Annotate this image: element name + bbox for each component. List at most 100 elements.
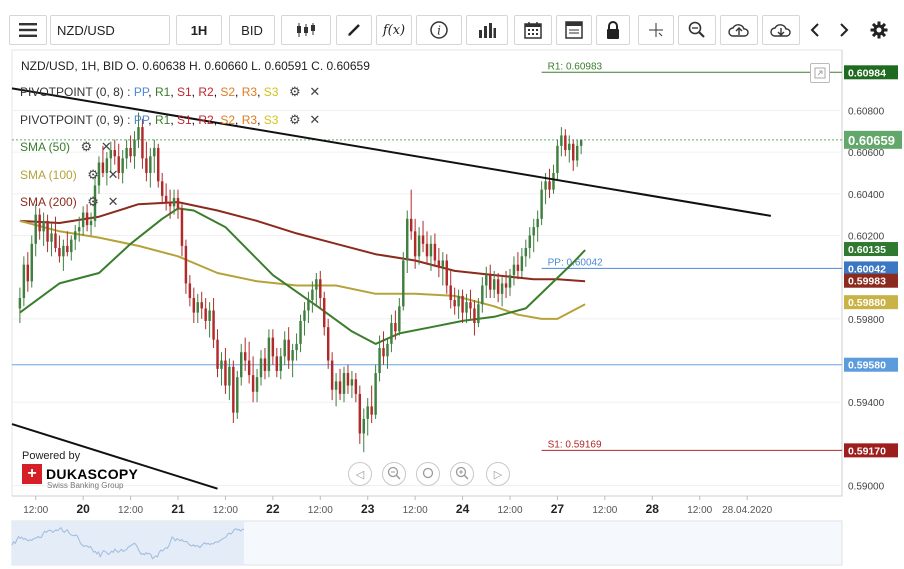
candle-body bbox=[326, 327, 330, 361]
layout-button[interactable] bbox=[556, 15, 592, 45]
candle-body bbox=[275, 356, 279, 371]
fx-label: f(x) bbox=[382, 22, 406, 38]
price-chart[interactable]: R1: 0.60983 PP: 0.60042 S1: 0.59169 0.6080… bbox=[0, 46, 904, 569]
zoom-out-button[interactable] bbox=[382, 462, 406, 486]
swiss-cross-icon: + bbox=[22, 464, 42, 484]
candle-body bbox=[133, 139, 136, 157]
trendline-upper bbox=[11, 87, 772, 217]
candle-body bbox=[406, 218, 409, 261]
volume-button[interactable] bbox=[466, 15, 508, 45]
candle-body bbox=[354, 379, 358, 394]
x-tick-label: 21 bbox=[171, 502, 185, 516]
candle-body bbox=[315, 279, 318, 290]
crosshair-button[interactable] bbox=[638, 15, 674, 45]
pivot-2-r3: R3 bbox=[241, 113, 258, 127]
candle-body bbox=[330, 360, 334, 390]
candle-body bbox=[240, 352, 243, 378]
gear-icon[interactable]: ⚙ bbox=[87, 194, 99, 209]
info-icon: i bbox=[430, 21, 448, 39]
x-tick-label: 23 bbox=[361, 502, 375, 516]
indicators-button[interactable]: f(x) bbox=[376, 15, 412, 45]
fullscreen-button[interactable] bbox=[810, 63, 830, 83]
close-icon[interactable]: ✕ bbox=[309, 84, 321, 99]
candle-body bbox=[117, 156, 120, 173]
candle-body bbox=[453, 300, 456, 307]
candle-body bbox=[70, 239, 73, 253]
pivot-2-s3: S3 bbox=[263, 113, 279, 127]
download-button[interactable] bbox=[762, 15, 800, 45]
price-badge bbox=[844, 273, 898, 288]
close-icon[interactable]: ✕ bbox=[309, 112, 321, 127]
candle-body bbox=[228, 366, 231, 386]
scroll-right-button[interactable] bbox=[830, 15, 858, 45]
expand-icon bbox=[811, 67, 829, 86]
candle-body bbox=[311, 289, 314, 301]
candle-body bbox=[188, 283, 192, 299]
candle-body bbox=[299, 320, 302, 344]
level-badge-PP_prev bbox=[844, 357, 898, 372]
gear-icon[interactable]: ⚙ bbox=[288, 112, 301, 127]
level-badge-text-PP: 0.60042 bbox=[848, 263, 886, 275]
candle-body bbox=[204, 308, 207, 321]
settings-button[interactable] bbox=[864, 15, 894, 45]
pan-left-button[interactable]: ◁ bbox=[348, 462, 372, 486]
candle-body bbox=[295, 343, 298, 351]
candle-body bbox=[196, 302, 199, 313]
close-icon[interactable]: ✕ bbox=[107, 167, 119, 182]
gear-icon[interactable]: ⚙ bbox=[80, 139, 93, 154]
pan-right-button[interactable]: ▷ bbox=[486, 462, 510, 486]
candle-body bbox=[184, 245, 188, 284]
zoom-button[interactable] bbox=[678, 15, 716, 45]
gear-icon[interactable]: ⚙ bbox=[288, 84, 301, 99]
navigator[interactable] bbox=[11, 520, 843, 566]
reset-button[interactable] bbox=[416, 462, 440, 486]
candle-body bbox=[560, 135, 563, 146]
candle-body bbox=[358, 393, 362, 434]
x-tick-label: 28 bbox=[646, 502, 660, 516]
pivot-1-s3: S3 bbox=[263, 85, 279, 99]
calendar-button[interactable] bbox=[514, 15, 552, 45]
close-icon[interactable]: ✕ bbox=[100, 139, 112, 154]
candle-body bbox=[105, 158, 109, 173]
gear-icon[interactable]: ⚙ bbox=[87, 167, 99, 182]
chart-type-button[interactable] bbox=[281, 15, 331, 45]
candle-body bbox=[307, 300, 310, 311]
cloud-upload-icon bbox=[728, 22, 750, 38]
pivot-levels: R1: 0.60983 PP: 0.60042 S1: 0.59169 bbox=[12, 61, 842, 451]
scroll-left-button[interactable] bbox=[800, 15, 830, 45]
pivot-1-s1: S1 bbox=[176, 85, 192, 99]
close-icon[interactable]: ✕ bbox=[107, 194, 119, 209]
symbol-input[interactable]: NZD/USD bbox=[50, 15, 170, 45]
trendline-lower bbox=[11, 423, 218, 490]
pivot-2-r2: R2 bbox=[198, 113, 214, 127]
info-button[interactable]: i bbox=[416, 15, 462, 45]
menu-button[interactable] bbox=[9, 15, 47, 45]
x-axis: 12:00 20 12:00 21 12:00 22 12:00 23 12:00 24 12:00… bbox=[23, 496, 773, 516]
candle-body bbox=[66, 245, 69, 253]
candle-body bbox=[362, 418, 365, 434]
candle-body bbox=[22, 264, 26, 299]
triangle-left-icon: ◁ bbox=[355, 468, 365, 481]
level-label-S1: S1: 0.59169 bbox=[548, 439, 602, 450]
price-type-button[interactable]: BID bbox=[229, 15, 275, 45]
timeframe-button[interactable]: 1H bbox=[176, 15, 222, 45]
candle-body bbox=[469, 302, 472, 309]
level-badge-text-S1: 0.59170 bbox=[848, 445, 886, 457]
upload-button[interactable] bbox=[720, 15, 758, 45]
lock-button[interactable] bbox=[596, 15, 630, 45]
x-tick-label: 12:00 bbox=[23, 505, 48, 516]
price-badge bbox=[844, 130, 902, 149]
legend-sma-100: SMA (100) ⚙ ✕ bbox=[20, 167, 120, 183]
zoom-in-button[interactable] bbox=[450, 462, 474, 486]
pivot-2-r1: R1 bbox=[154, 113, 171, 127]
legend-pivot-2-label: PIVOTPOINT (0, 9) bbox=[20, 113, 124, 127]
circle-icon bbox=[422, 467, 434, 482]
candle-body bbox=[504, 283, 508, 288]
x-tick-label: 20 bbox=[76, 502, 90, 516]
draw-button[interactable] bbox=[336, 15, 372, 45]
x-tick-label: 12:00 bbox=[308, 505, 333, 516]
price-badge bbox=[844, 242, 898, 257]
candle-body bbox=[540, 189, 543, 219]
plot-background bbox=[11, 49, 843, 497]
zoom-out-icon bbox=[387, 466, 401, 483]
